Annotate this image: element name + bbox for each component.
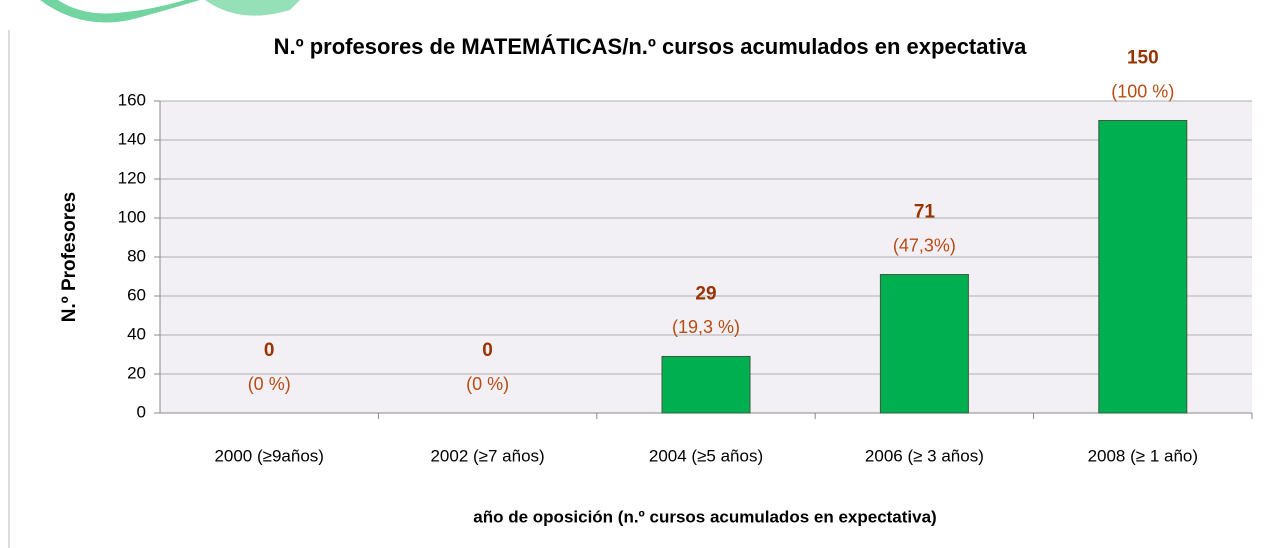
data-label: 71	[914, 202, 936, 223]
y-axis-title: N.º Profesores	[59, 192, 80, 323]
percent-label: (100 %)	[1111, 81, 1174, 101]
x-tick-label: 2008 (≥ 1 año)	[1088, 446, 1198, 465]
chart-title: N.º profesores de MATEMÁTICAS/n.º cursos…	[274, 34, 1028, 59]
bar	[1098, 120, 1188, 414]
decoration	[40, 0, 200, 23]
y-tick-label: 160	[118, 90, 146, 109]
percent-label: (0 %)	[466, 374, 509, 394]
x-tick-label: 2000 (≥9años)	[214, 446, 324, 465]
y-tick-label: 120	[118, 168, 146, 187]
y-tick-label: 80	[127, 246, 146, 265]
percent-label: (47,3%)	[893, 235, 956, 255]
data-label: 0	[482, 340, 493, 361]
x-tick-label: 2004 (≥5 años)	[649, 446, 763, 465]
x-tick-label: 2002 (≥7 años)	[430, 446, 544, 465]
data-label: 0	[264, 340, 275, 361]
percent-label: (19,3 %)	[672, 317, 740, 337]
y-tick-label: 60	[127, 285, 146, 304]
decoration	[205, 0, 300, 16]
y-tick-label: 100	[118, 207, 146, 226]
y-tick-label: 40	[127, 324, 146, 343]
bar	[661, 355, 751, 414]
y-tick-label: 20	[127, 363, 146, 382]
data-label: 29	[695, 283, 716, 304]
y-tick-label: 140	[118, 129, 146, 148]
bar	[879, 274, 969, 414]
y-tick-label: 0	[137, 402, 146, 421]
data-label: 150	[1127, 48, 1159, 69]
x-tick-label: 2006 (≥ 3 años)	[865, 446, 984, 465]
percent-label: (0 %)	[248, 374, 291, 394]
x-axis-title: año de oposición (n.º cursos acumulados …	[473, 507, 936, 526]
